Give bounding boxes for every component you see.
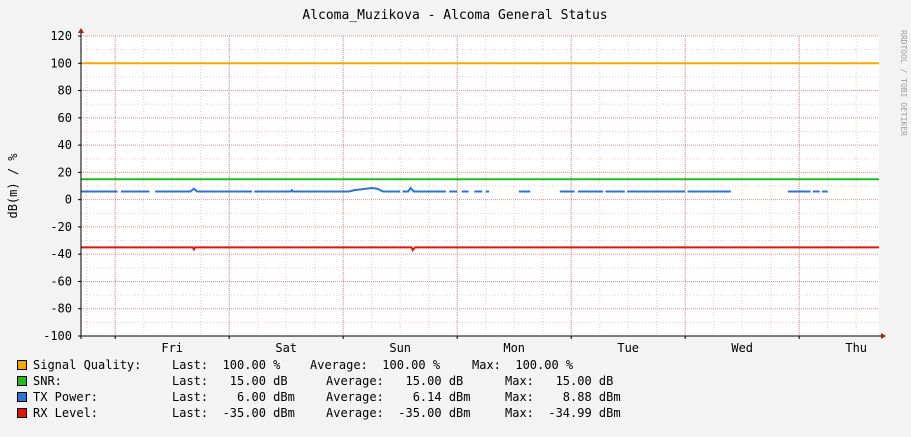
rrdtool-watermark: RRDTOOL / TOBI OETIKER — [899, 30, 908, 136]
x-tick-label: Sat — [275, 341, 297, 355]
chart-title: Alcoma_Muzikova - Alcoma General Status — [302, 8, 607, 23]
legend-average: Average: -35.00 dBm — [326, 406, 471, 420]
legend-last: Last: 6.00 dBm — [172, 390, 295, 404]
legend-average: Average: 100.00 % — [310, 358, 441, 372]
y-tick-label: -60 — [50, 274, 72, 288]
legend-swatch — [17, 392, 27, 402]
y-axis-arrow — [78, 28, 84, 33]
y-tick-label: -20 — [50, 220, 72, 234]
y-tick-label: 40 — [58, 138, 72, 152]
legend-swatch — [17, 408, 27, 418]
x-tick-label: Wed — [731, 341, 753, 355]
x-tick-label: Mon — [503, 341, 525, 355]
legend-series-name: SNR: — [33, 374, 62, 388]
y-tick-label: 120 — [50, 29, 72, 43]
y-tick-label: -100 — [43, 329, 72, 343]
x-tick-label: Fri — [161, 341, 183, 355]
y-tick-label: 60 — [58, 111, 72, 125]
legend-average: Average: 15.00 dB — [326, 374, 463, 388]
legend-last: Last: -35.00 dBm — [172, 406, 295, 420]
minor-grid — [81, 36, 879, 336]
legend-swatch — [17, 376, 27, 386]
x-tick-label: Tue — [617, 341, 639, 355]
y-tick-label: 80 — [58, 84, 72, 98]
legend-swatch — [17, 360, 27, 370]
legend-series-name: RX Level: — [33, 406, 98, 420]
y-axis-label: dB(m) / % — [6, 153, 20, 219]
x-tick-labels: Fri Sat Sun Mon Tue Wed Thu — [161, 341, 867, 355]
axes — [78, 28, 886, 339]
x-tick-label: Thu — [845, 341, 867, 355]
legend-series-name: Signal Quality: — [33, 358, 141, 372]
x-axis-arrow — [881, 333, 886, 339]
legend-average: Average: 6.14 dBm — [326, 390, 471, 404]
y-tick-label: -40 — [50, 247, 72, 261]
series-line-2 — [402, 186, 446, 193]
legend-max: Max: 15.00 dB — [505, 374, 613, 388]
y-tick-labels: 120 100 80 60 40 20 0 -20 -40 -60 -80 -100 — [43, 29, 72, 343]
legend-max: Max: 8.88 dBm — [505, 390, 621, 404]
x-tick-label: Sun — [389, 341, 411, 355]
y-tick-label: 100 — [50, 56, 72, 70]
legend-max: Max: 100.00 % — [472, 358, 574, 372]
series-line-2 — [155, 187, 252, 193]
legend-last: Last: 100.00 % — [172, 358, 281, 372]
y-tick-label: 20 — [58, 165, 72, 179]
legend-max: Max: -34.99 dBm — [505, 406, 621, 420]
legend-series-name: TX Power: — [33, 390, 98, 404]
y-tick-label: 0 — [65, 193, 72, 207]
legend: Signal Quality: Last: 100.00 % Average: 10… — [17, 358, 621, 420]
series-line-3 — [81, 246, 879, 253]
series-layer — [81, 62, 879, 253]
y-tick-label: -80 — [50, 302, 72, 316]
legend-last: Last: 15.00 dB — [172, 374, 288, 388]
series-line-2 — [254, 186, 401, 193]
